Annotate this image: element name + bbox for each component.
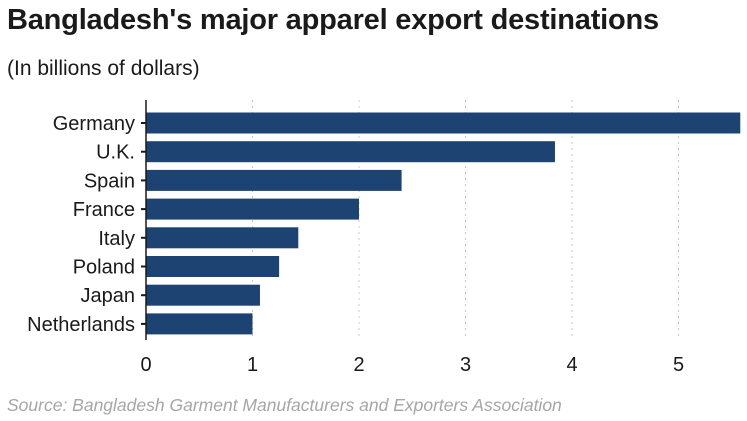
bar-italy — [146, 227, 299, 249]
bar-u-k — [146, 141, 555, 163]
source-note: Source: Bangladesh Garment Manufacturers… — [7, 395, 562, 415]
bar-netherlands — [146, 313, 253, 335]
category-label: Japan — [81, 285, 136, 307]
x-tick-label-3: 3 — [460, 354, 471, 376]
bars — [146, 112, 741, 335]
x-tick-labels: 0 1 2 3 4 5 — [140, 354, 684, 376]
category-label: Italy — [98, 228, 135, 250]
bar-poland — [146, 256, 280, 277]
bar-france — [146, 198, 359, 220]
chart-subtitle: (In billions of dollars) — [7, 57, 200, 80]
category-labels: Germany U.K. Spain France Italy Poland Japan Ne… — [27, 113, 135, 336]
x-tick-label-1: 1 — [247, 354, 258, 376]
x-tick-label-4: 4 — [566, 354, 577, 376]
x-tick-label-2: 2 — [353, 354, 364, 376]
category-label: Spain — [84, 170, 135, 192]
y-axis — [141, 100, 147, 340]
category-label: France — [73, 199, 135, 221]
x-tick-label-5: 5 — [673, 354, 684, 376]
x-tick-label-0: 0 — [140, 354, 151, 376]
category-label: Germany — [53, 113, 135, 135]
bar-spain — [146, 169, 402, 191]
bar-japan — [146, 284, 260, 306]
gridlines — [252, 100, 679, 340]
bar-germany — [146, 112, 741, 134]
category-label: Netherlands — [27, 314, 135, 336]
category-label: Poland — [73, 257, 135, 279]
category-label: U.K. — [96, 142, 135, 164]
chart-title: Bangladesh's major apparel export destin… — [7, 4, 659, 36]
